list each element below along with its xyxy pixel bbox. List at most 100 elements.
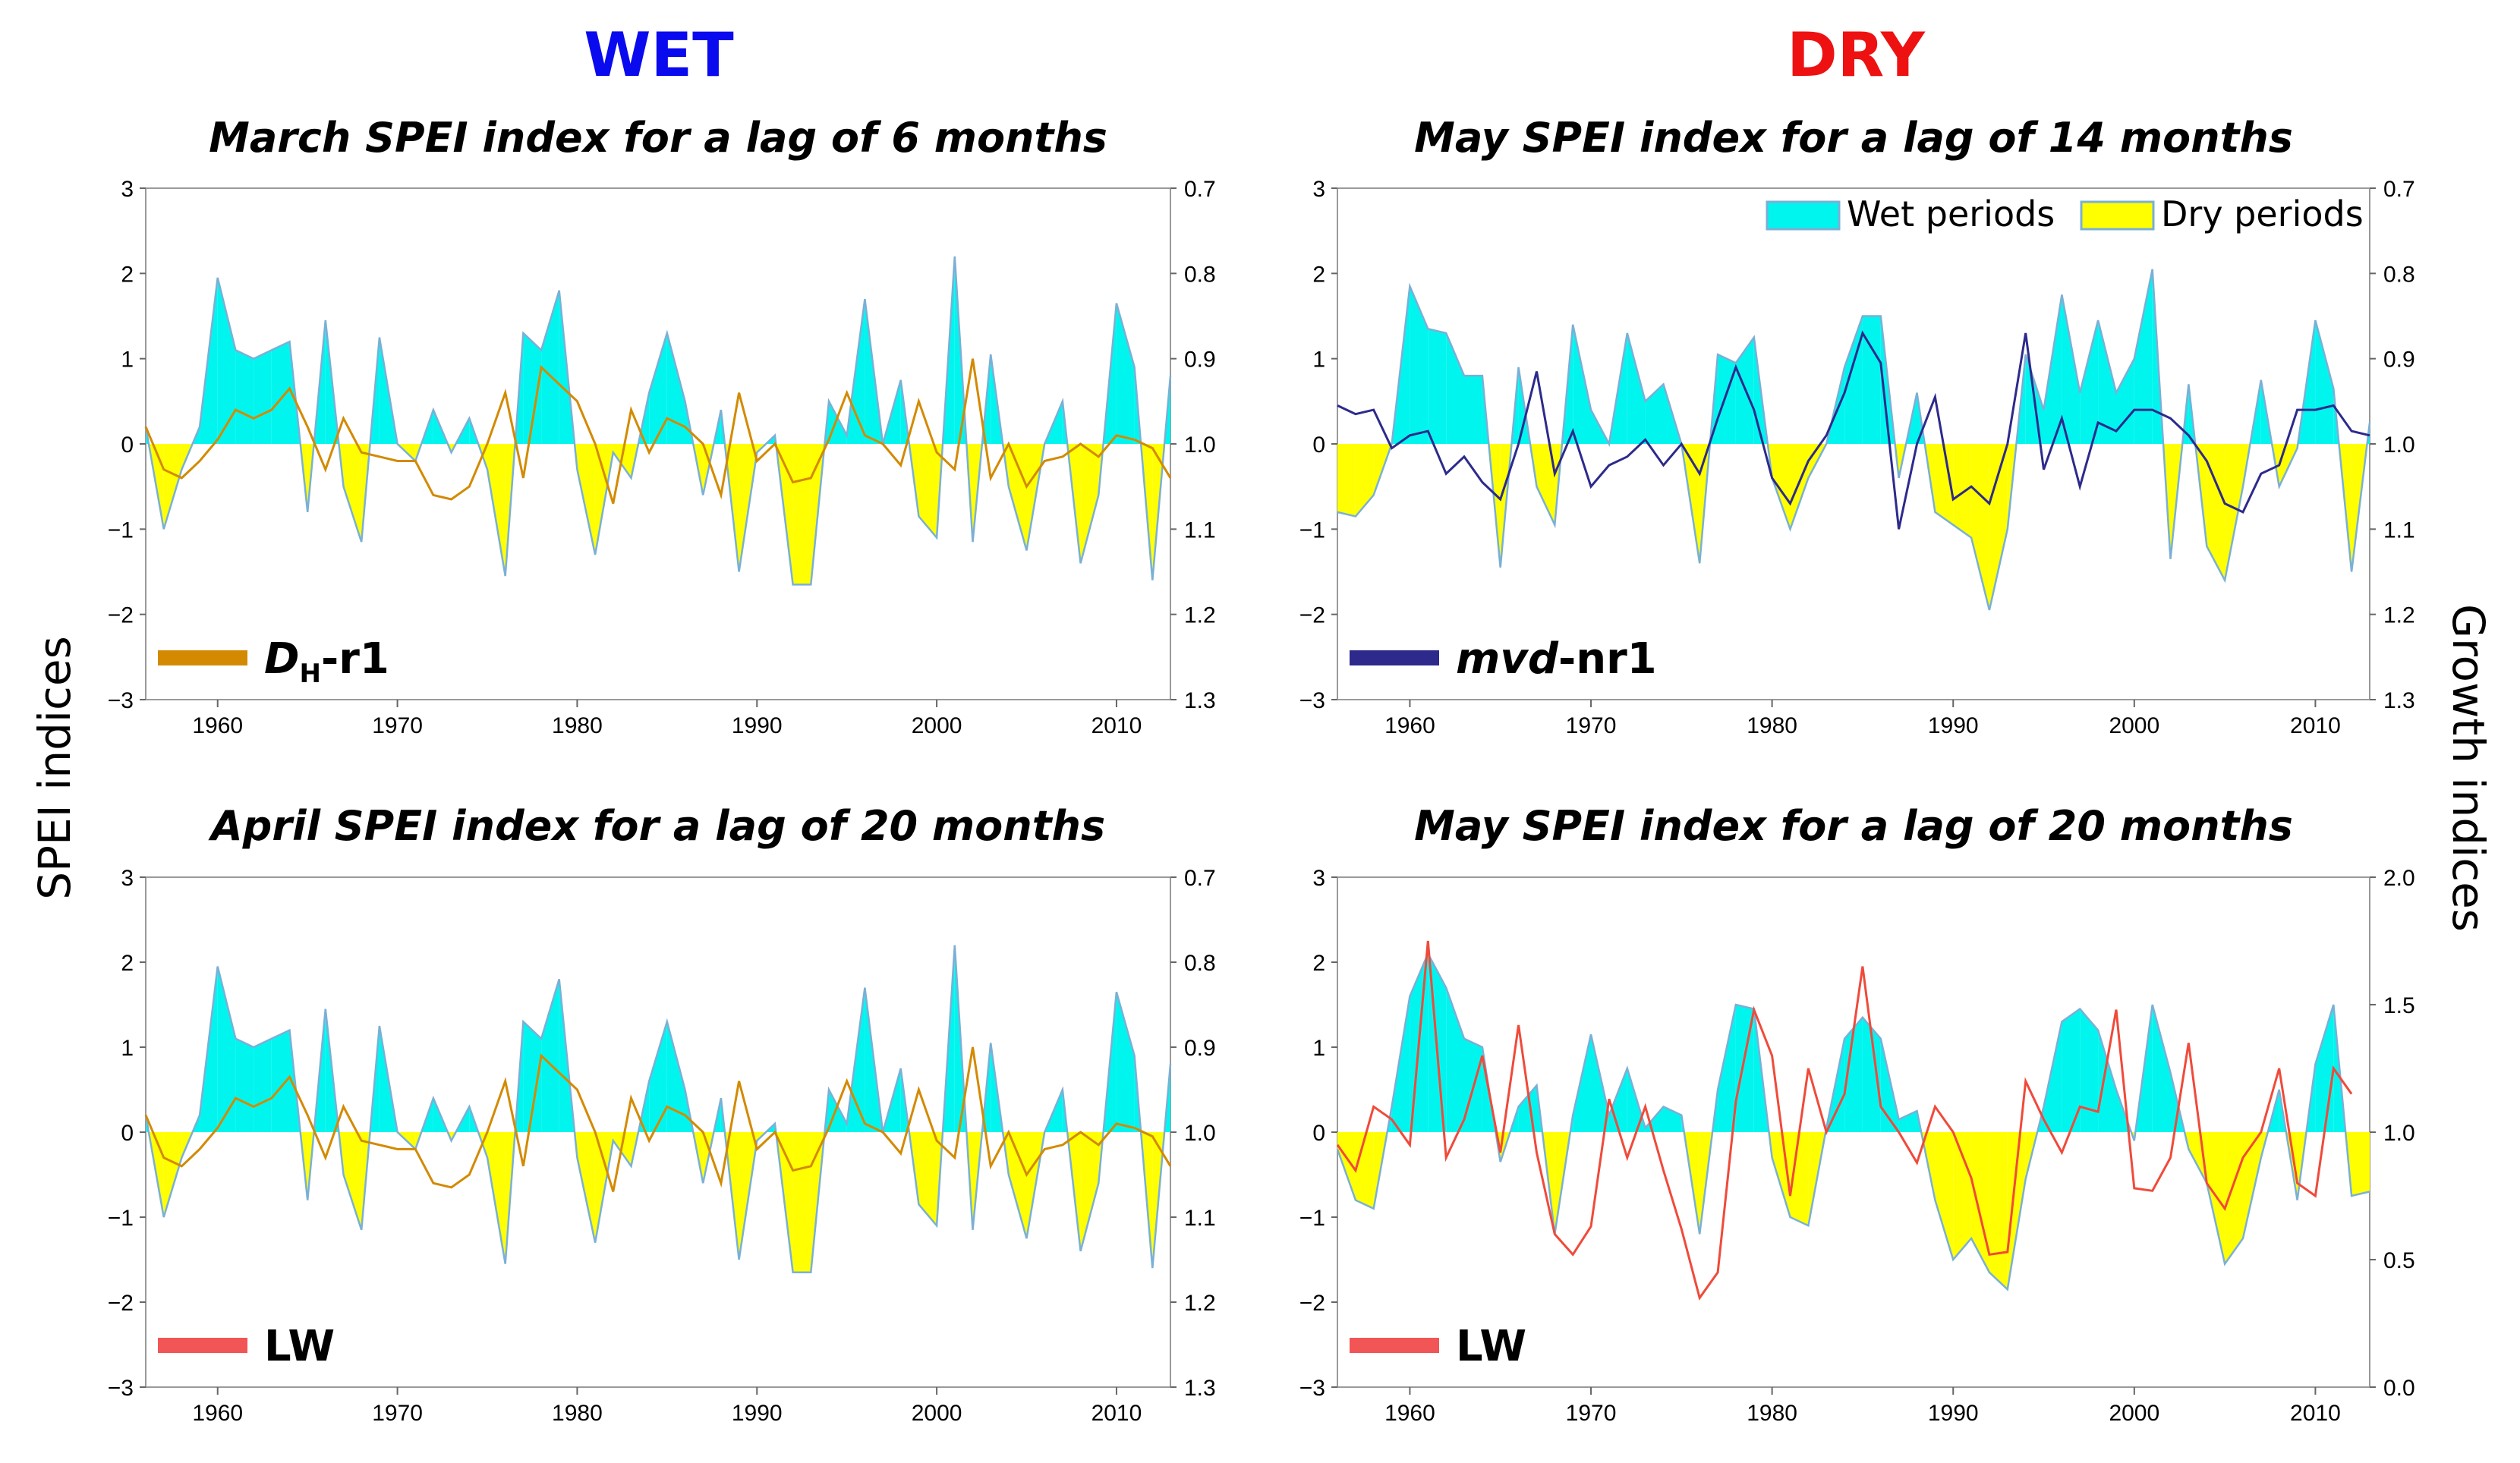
- x-tick-label: 2010: [1091, 1401, 1142, 1426]
- chart-panel-1: March SPEI index for a lag of 6 months 3 2…: [108, 114, 1216, 738]
- dry-period-area: [487, 1132, 506, 1264]
- left-tick-label: −3: [108, 1376, 134, 1401]
- right-tick-label: 0.5: [2383, 1248, 2415, 1273]
- wet-period-area: [2134, 269, 2153, 444]
- wet-period-area: [541, 979, 559, 1132]
- left-tick-label: −2: [1299, 603, 1325, 628]
- wet-period-area: [2062, 1008, 2081, 1132]
- left-tick-label: 1: [121, 348, 134, 373]
- dry-period-area: [2007, 1132, 2026, 1290]
- left-tick-label: 2: [121, 951, 134, 976]
- left-tick-label: −2: [108, 603, 134, 628]
- dry-period-area: [1337, 444, 1356, 517]
- dry-period-area: [1935, 1132, 1954, 1260]
- dry-period-area: [343, 1132, 362, 1230]
- wet-period-area: [2315, 320, 2334, 444]
- wet-period-area: [1718, 354, 1736, 444]
- right-tick-label: 1.1: [1184, 1206, 1216, 1231]
- dry-period-area: [163, 1132, 182, 1217]
- right-tick-label: 1.2: [1184, 603, 1216, 628]
- chart-panels: March SPEI index for a lag of 6 months 3 2…: [108, 114, 2415, 1426]
- dry-legend-swatch: [2080, 200, 2155, 231]
- wet-period-area: [1862, 316, 1881, 444]
- left-tick-label: 0: [1312, 1121, 1325, 1146]
- right-tick-label: 0.0: [2383, 1376, 2415, 1401]
- left-axis-label: SPEI indices: [29, 636, 80, 900]
- left-tick-label: −3: [1299, 688, 1325, 713]
- spei-outline: [144, 945, 1172, 1274]
- x-tick-label: 1970: [372, 713, 423, 738]
- x-tick-label: 1960: [1384, 1401, 1435, 1426]
- wet-period-area: [523, 333, 542, 444]
- wet-period-area: [2098, 320, 2116, 444]
- left-tick-label: 1: [1312, 1036, 1325, 1061]
- wet-period-area: [2315, 1005, 2334, 1132]
- wet-period-area: [2098, 1030, 2116, 1132]
- wet-period-area: [1116, 303, 1135, 444]
- x-tick-label: 1970: [1566, 1401, 1617, 1426]
- x-tick-label: 1990: [732, 1401, 783, 1426]
- series-legend-swatch: [1350, 650, 1439, 665]
- wet-period-area: [217, 966, 236, 1132]
- x-tick-label: 1970: [1566, 713, 1617, 738]
- x-tick-label: 1980: [552, 713, 603, 738]
- dry-period-area: [487, 444, 506, 577]
- dry-period-area: [2207, 1132, 2225, 1264]
- right-tick-label: 1.2: [1184, 1291, 1216, 1316]
- dry-period-area: [1989, 1132, 2008, 1290]
- spei-outline: [1337, 269, 2371, 611]
- chart-panel-3: April SPEI index for a lag of 20 months 3…: [108, 802, 1216, 1426]
- wet-period-area: [2043, 1021, 2062, 1132]
- legend-suffix: -r1: [321, 634, 389, 684]
- dry-period-area: [792, 444, 811, 585]
- left-tick-label: −2: [108, 1291, 134, 1316]
- right-tick-label: 0.8: [1184, 951, 1216, 976]
- x-tick-label: 1960: [1384, 713, 1435, 738]
- right-tick-label: 2.0: [2383, 866, 2415, 891]
- series-legend-label: LW: [1456, 1322, 1526, 1371]
- wet-period-area: [1645, 384, 1664, 444]
- left-tick-label: −1: [1299, 1206, 1325, 1231]
- legend-main: D: [264, 634, 299, 684]
- left-tick-label: −1: [108, 1206, 134, 1231]
- dry-period-area: [1989, 444, 2008, 610]
- wet-period-area: [649, 333, 667, 444]
- right-tick-label: 0.8: [2383, 262, 2415, 287]
- left-tick-label: −2: [1299, 1291, 1325, 1316]
- wet-legend-swatch: [1766, 200, 1841, 231]
- x-tick-label: 2000: [912, 1401, 962, 1426]
- wet-period-area: [2116, 358, 2134, 444]
- right-tick-label: 1.0: [2383, 433, 2415, 458]
- right-tick-label: 0.9: [2383, 348, 2415, 373]
- series-legend-swatch: [1350, 1338, 1439, 1353]
- wet-period-area: [1446, 987, 1464, 1132]
- chart-title: April SPEI index for a lag of 20 months: [208, 802, 1105, 850]
- right-tick-label: 1.3: [1184, 1376, 1216, 1401]
- dry-period-area: [1953, 444, 1972, 538]
- right-tick-label: 1.1: [2383, 518, 2415, 543]
- growth-line: [1337, 330, 2370, 530]
- wet-period-area: [1391, 996, 1410, 1132]
- wet-period-area: [2062, 294, 2081, 444]
- dry-period-area: [343, 444, 362, 543]
- dry-period-area: [918, 1132, 937, 1226]
- wet-period-area: [1718, 1005, 1736, 1132]
- left-tick-label: −3: [1299, 1376, 1325, 1401]
- chart-title: March SPEI index for a lag of 6 months: [209, 114, 1107, 162]
- wet-period-area: [1898, 1111, 1917, 1132]
- dry-period-area: [1337, 1132, 1356, 1200]
- wet-period-area: [829, 401, 847, 444]
- dry-period-area: [1355, 444, 1374, 517]
- left-tick-label: 0: [121, 1121, 134, 1146]
- wet-period-area: [829, 1090, 847, 1132]
- dry-period-area: [1935, 444, 1954, 525]
- wet-period-area: [271, 1030, 290, 1132]
- right-tick-label: 1.0: [2383, 1121, 2415, 1146]
- right-tick-label: 0.8: [1184, 262, 1216, 287]
- x-tick-label: 1980: [1747, 713, 1797, 738]
- legend-suffix: -nr1: [1558, 634, 1657, 684]
- wet-period-area: [1573, 324, 1591, 444]
- wet-period-area: [2152, 1005, 2171, 1132]
- left-tick-label: 3: [121, 177, 134, 202]
- wet-period-area: [1446, 333, 1464, 444]
